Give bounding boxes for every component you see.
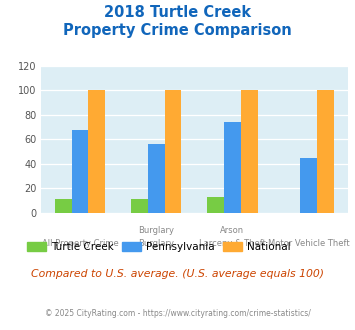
Text: Burglary: Burglary xyxy=(138,226,174,235)
Bar xyxy=(300,158,317,213)
Text: Arson: Arson xyxy=(220,226,245,235)
Bar xyxy=(224,122,241,213)
Text: 2018 Turtle Creek: 2018 Turtle Creek xyxy=(104,5,251,20)
Text: Compared to U.S. average. (U.S. average equals 100): Compared to U.S. average. (U.S. average … xyxy=(31,269,324,279)
Text: Property Crime Comparison: Property Crime Comparison xyxy=(63,23,292,38)
Bar xyxy=(88,90,105,213)
Text: Larceny & Theft: Larceny & Theft xyxy=(199,239,266,248)
Text: All Property Crime: All Property Crime xyxy=(42,239,118,248)
Text: © 2025 CityRating.com - https://www.cityrating.com/crime-statistics/: © 2025 CityRating.com - https://www.city… xyxy=(45,309,310,317)
Text: Burglary: Burglary xyxy=(138,239,174,248)
Bar xyxy=(148,144,165,213)
Bar xyxy=(241,90,258,213)
Bar xyxy=(165,90,181,213)
Bar xyxy=(131,199,148,213)
Legend: Turtle Creek, Pennsylvania, National: Turtle Creek, Pennsylvania, National xyxy=(23,238,295,256)
Bar xyxy=(317,90,334,213)
Bar xyxy=(55,199,72,213)
Bar xyxy=(207,197,224,213)
Bar xyxy=(72,130,88,213)
Text: Motor Vehicle Theft: Motor Vehicle Theft xyxy=(268,239,350,248)
